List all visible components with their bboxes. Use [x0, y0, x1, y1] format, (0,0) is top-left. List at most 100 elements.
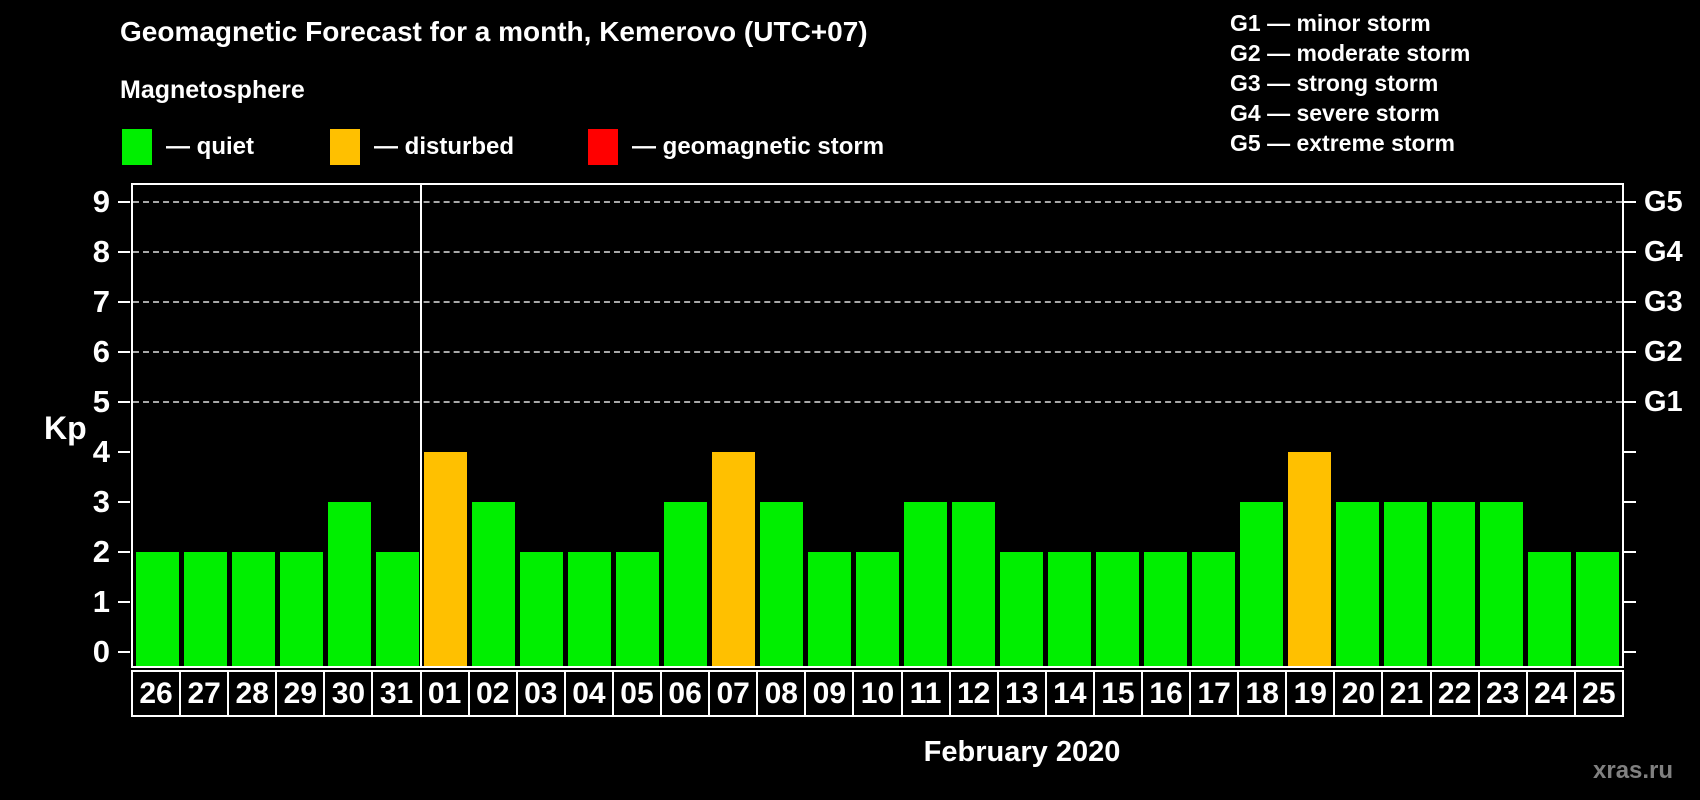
right-axis-tick-0 — [1624, 651, 1636, 653]
date-cell-25: 25 — [1573, 670, 1624, 717]
legend-item-label: — disturbed — [374, 133, 515, 160]
kp-bar-day-30 — [327, 502, 371, 666]
storm-color-swatch — [588, 129, 618, 165]
date-cell-30: 30 — [323, 670, 374, 717]
right-axis-tick-6 — [1624, 351, 1636, 353]
right-axis-tick-1 — [1624, 601, 1636, 603]
quiet-color-swatch — [122, 129, 152, 165]
gridline-kp7 — [133, 301, 1622, 303]
date-cell-26: 26 — [131, 670, 182, 717]
kp-bar-day-11 — [904, 502, 948, 666]
gridline-kp8 — [133, 251, 1622, 253]
legend-item-quiet: — quiet — [122, 126, 254, 168]
kp-bar-day-18 — [1240, 502, 1284, 666]
date-cell-31: 31 — [371, 670, 422, 717]
g-legend-line: G1 — minor storm — [1230, 10, 1431, 36]
left-axis-tick-9 — [118, 201, 130, 203]
g-legend-line: G4 — severe storm — [1230, 100, 1440, 126]
date-cell-15: 15 — [1092, 670, 1143, 717]
kp-tick-label-6: 6 — [92, 334, 110, 369]
kp-tick-label-5: 5 — [92, 384, 110, 419]
left-axis-tick-4 — [118, 451, 130, 453]
date-cell-07: 07 — [708, 670, 759, 717]
date-cell-23: 23 — [1477, 670, 1528, 717]
date-cell-20: 20 — [1333, 670, 1384, 717]
date-cell-21: 21 — [1381, 670, 1432, 717]
kp-bar-day-12 — [952, 502, 996, 666]
right-axis-tick-2 — [1624, 551, 1636, 553]
kp-bar-day-07 — [711, 452, 755, 666]
legend-item-disturbed: — disturbed — [330, 126, 514, 168]
kp-bar-day-09 — [807, 552, 851, 666]
kp-bar-day-28 — [231, 552, 275, 666]
kp-tick-label-2: 2 — [92, 534, 110, 569]
kp-bar-day-02 — [471, 502, 515, 666]
date-cell-05: 05 — [611, 670, 663, 717]
kp-bar-day-04 — [567, 552, 611, 666]
kp-bar-day-20 — [1336, 502, 1380, 666]
watermark: xras.ru — [1593, 757, 1674, 784]
disturbed-color-swatch — [330, 129, 360, 165]
kp-tick-label-3: 3 — [92, 484, 110, 519]
date-cell-01: 01 — [419, 670, 470, 717]
gridline-kp9 — [133, 201, 1622, 203]
date-cell-02: 02 — [467, 670, 518, 717]
kp-bar-day-06 — [663, 502, 707, 666]
kp-bar-day-24 — [1528, 552, 1572, 666]
date-cell-13: 13 — [996, 670, 1047, 717]
kp-tick-label-1: 1 — [92, 584, 110, 619]
legend-item-storm: — geomagnetic storm — [588, 126, 884, 168]
right-axis-tick-7 — [1624, 301, 1636, 303]
right-axis-tick-3 — [1624, 501, 1636, 503]
legend-item-label: — geomagnetic storm — [632, 133, 885, 160]
date-cell-10: 10 — [852, 670, 903, 717]
right-axis-tick-8 — [1624, 251, 1636, 253]
kp-bar-day-29 — [279, 552, 323, 666]
left-axis-tick-3 — [118, 501, 130, 503]
legend-item-label: — quiet — [166, 133, 254, 160]
date-cell-14: 14 — [1044, 670, 1095, 717]
plot-area — [131, 183, 1624, 668]
date-cell-03: 03 — [515, 670, 566, 717]
gridline-kp5 — [133, 401, 1622, 403]
g-legend-line: G5 — extreme storm — [1230, 130, 1455, 156]
left-axis-tick-1 — [118, 601, 130, 603]
g-axis-label-G5: G5 — [1644, 186, 1683, 218]
kp-bar-day-01 — [423, 452, 467, 666]
kp-bar-day-21 — [1384, 502, 1428, 666]
date-cell-24: 24 — [1525, 670, 1576, 717]
date-cell-09: 09 — [804, 670, 855, 717]
kp-tick-label-7: 7 — [92, 284, 110, 319]
g-legend-line: G2 — moderate storm — [1230, 40, 1471, 66]
kp-bar-day-19 — [1288, 452, 1332, 666]
date-cell-17: 17 — [1189, 670, 1240, 717]
month-separator — [420, 185, 422, 666]
kp-bar-day-22 — [1432, 502, 1476, 666]
date-cell-04: 04 — [563, 670, 614, 717]
left-axis-tick-6 — [118, 351, 130, 353]
g-axis-label-G1: G1 — [1644, 386, 1683, 418]
left-axis-tick-7 — [118, 301, 130, 303]
magnetosphere-legend-title: Magnetosphere — [120, 76, 305, 104]
g-legend-line: G3 — strong storm — [1230, 70, 1439, 96]
kp-bar-day-27 — [183, 552, 227, 666]
kp-bar-day-31 — [375, 552, 419, 666]
right-axis-tick-5 — [1624, 401, 1636, 403]
kp-bar-day-16 — [1144, 552, 1188, 666]
date-cell-11: 11 — [900, 670, 951, 717]
date-cell-12: 12 — [948, 670, 999, 717]
right-axis-tick-9 — [1624, 201, 1636, 203]
date-cell-18: 18 — [1237, 670, 1288, 717]
date-cell-27: 27 — [179, 670, 230, 717]
kp-bar-day-17 — [1192, 552, 1236, 666]
kp-bar-day-05 — [615, 552, 659, 666]
page-title: Geomagnetic Forecast for a month, Kemero… — [120, 16, 868, 47]
date-cell-16: 16 — [1140, 670, 1192, 717]
kp-tick-label-4: 4 — [92, 434, 110, 469]
kp-bar-day-13 — [1000, 552, 1044, 666]
date-cell-22: 22 — [1429, 670, 1480, 717]
date-cell-06: 06 — [660, 670, 711, 717]
g-scale-legend: G1 — minor storm G2 — moderate storm G3 … — [1230, 8, 1470, 158]
left-axis-tick-0 — [118, 651, 130, 653]
